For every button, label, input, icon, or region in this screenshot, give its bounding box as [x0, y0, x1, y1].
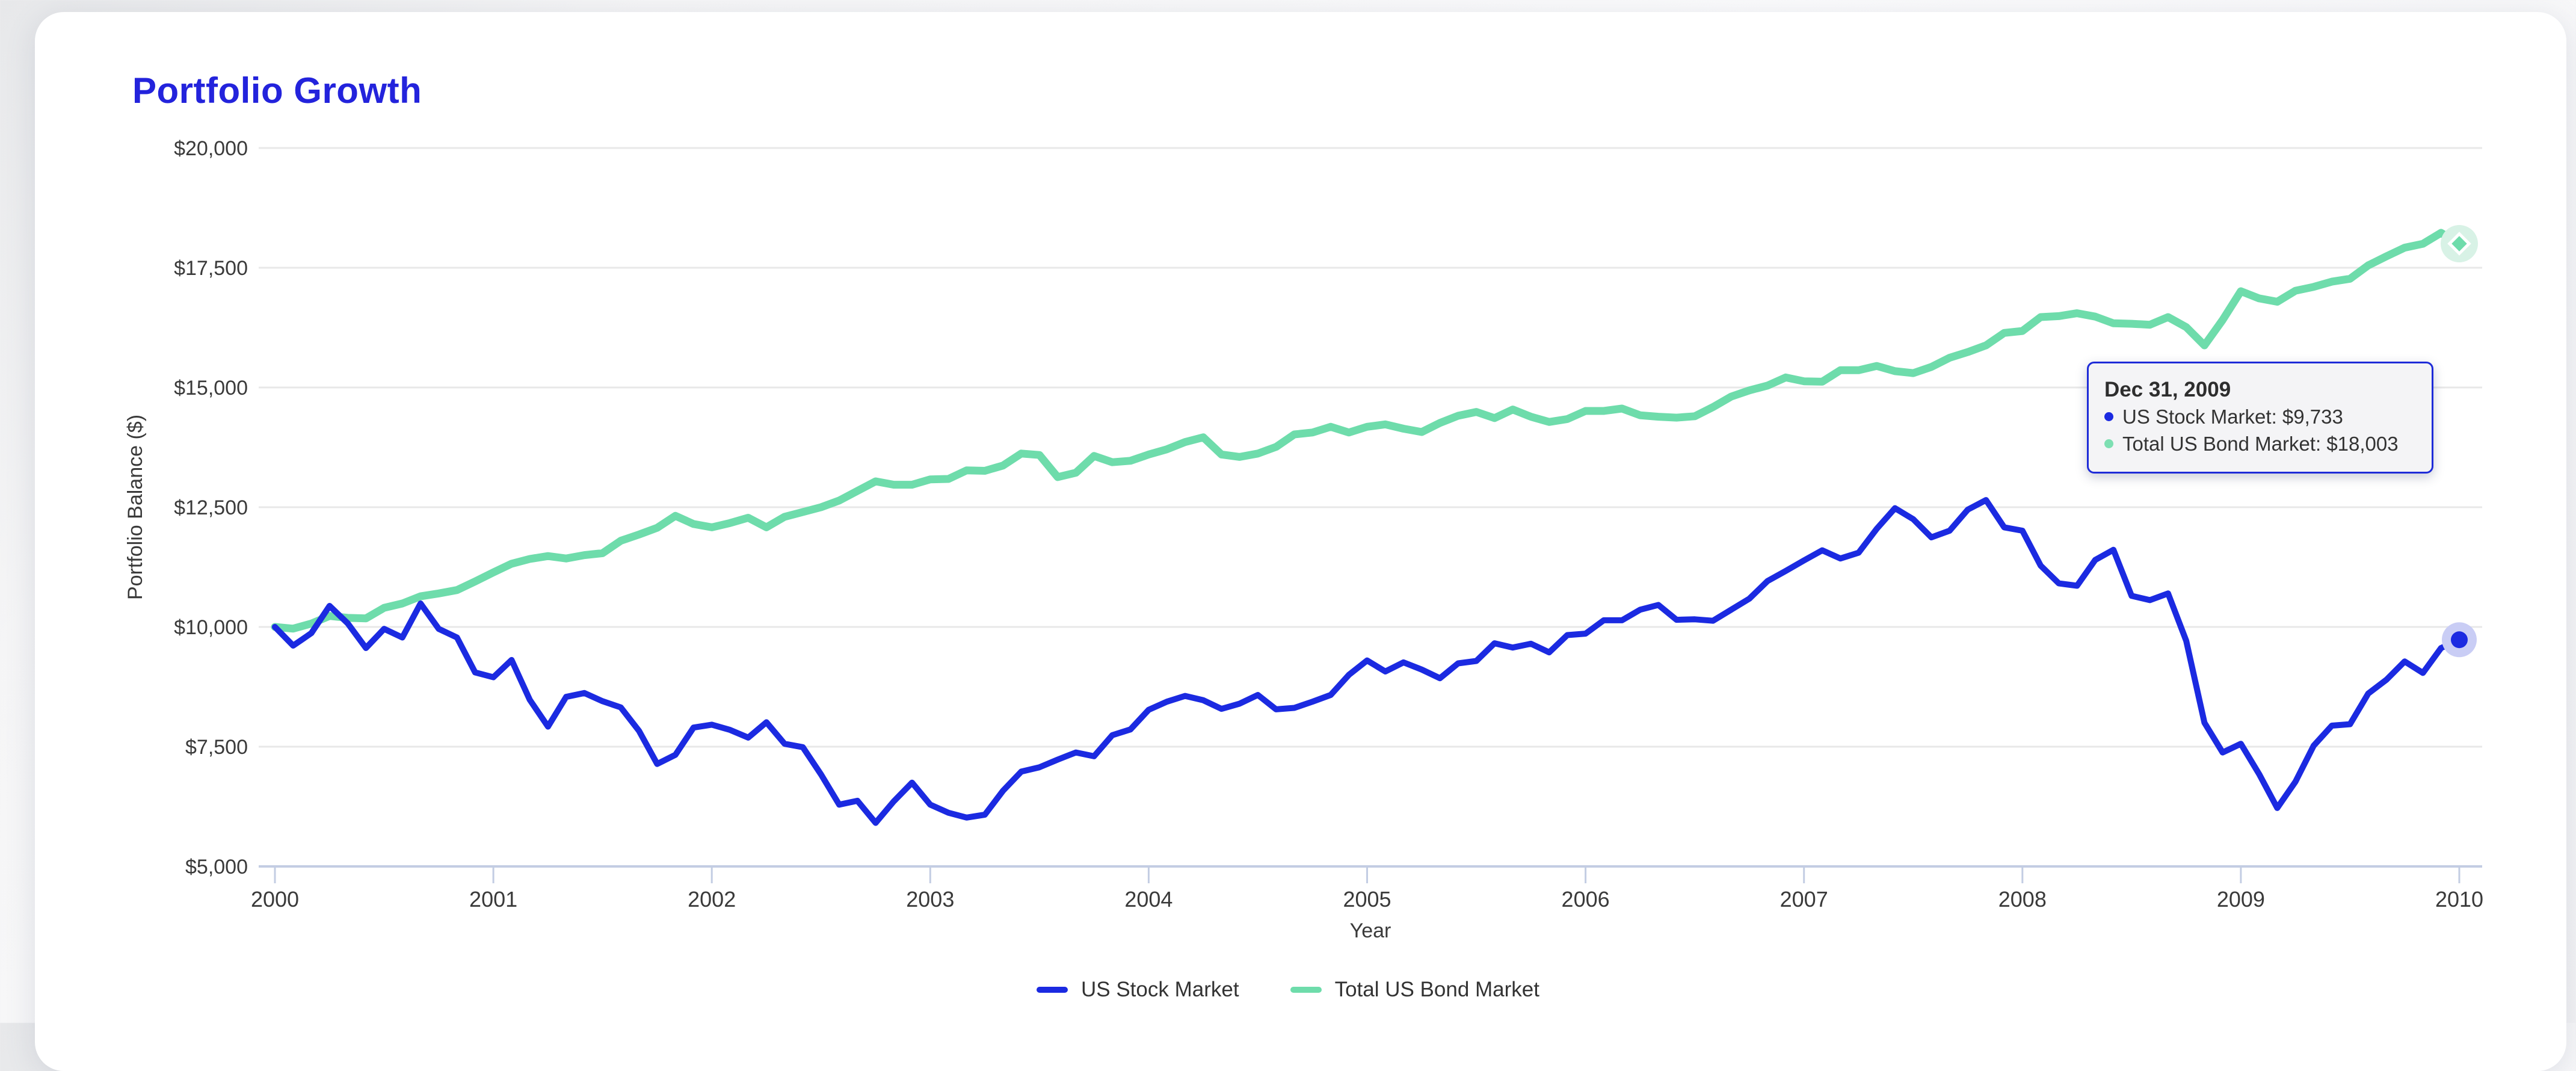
legend-swatch	[1290, 987, 1322, 993]
x-tick-label: 2008	[1998, 887, 2047, 912]
x-axis-title: Year	[1350, 919, 1391, 942]
portfolio-growth-chart[interactable]: $20,000 $17,500 $15,000 $12,500 $10,000 $7,50…	[0, 0, 2576, 1023]
tooltip-item-label: Total US Bond Market: $18,003	[2122, 433, 2399, 455]
x-tick-label: 2010	[2435, 887, 2483, 912]
y-tick-label: $10,000	[174, 616, 248, 639]
chart-tooltip: Dec 31, 2009 US Stock Market: $9,733 Tota…	[2087, 362, 2433, 474]
page-title: Portfolio Growth	[132, 70, 422, 111]
x-tick-label: 2006	[1562, 887, 1610, 912]
legend-swatch	[1036, 987, 1068, 993]
series-line-total-us-bond-market	[271, 229, 2464, 633]
x-tick-label: 2005	[1343, 887, 1391, 912]
x-tick-label: 2003	[906, 887, 954, 912]
y-axis-title: Portfolio Balance ($)	[124, 415, 147, 600]
legend-label: US Stock Market	[1080, 978, 1239, 1001]
chart-card: Portfolio Growth	[35, 12, 2566, 1071]
x-tick-label: 2007	[1780, 887, 1828, 912]
y-tick-label: $20,000	[174, 137, 248, 160]
chart-legend: US Stock Market Total US Bond Market	[0, 978, 2576, 1002]
endpoint-marker-total-us-bond-market	[2447, 232, 2471, 256]
x-tick-label: 2004	[1124, 887, 1172, 912]
legend-item-total-us-bond-market[interactable]: Total US Bond Market	[1290, 978, 1539, 1002]
x-tick-label: 2009	[2217, 887, 2265, 912]
series-color-dot	[2104, 439, 2113, 448]
series-line-us-stock-market	[272, 497, 2462, 826]
x-tick-label: 2002	[688, 887, 736, 912]
y-tick-label: $17,500	[174, 257, 248, 280]
y-tick-label: $15,000	[174, 377, 248, 400]
endpoint-marker-us-stock-market	[2451, 631, 2468, 649]
series-color-dot	[2104, 412, 2113, 421]
x-tick-label: 2001	[469, 887, 517, 912]
y-tick-label: $7,500	[185, 736, 248, 759]
y-tick-label: $5,000	[185, 856, 248, 878]
legend-item-us-stock-market[interactable]: US Stock Market	[1036, 978, 1239, 1002]
tooltip-item: US Stock Market: $9,733	[2104, 403, 2415, 430]
legend-label: Total US Bond Market	[1334, 978, 1539, 1001]
x-tick-label: 2000	[251, 887, 299, 912]
tooltip-item-label: US Stock Market: $9,733	[2122, 406, 2343, 428]
y-tick-label: $12,500	[174, 496, 248, 519]
tooltip-date: Dec 31, 2009	[2104, 378, 2231, 401]
tooltip-item: Total US Bond Market: $18,003	[2104, 430, 2415, 457]
